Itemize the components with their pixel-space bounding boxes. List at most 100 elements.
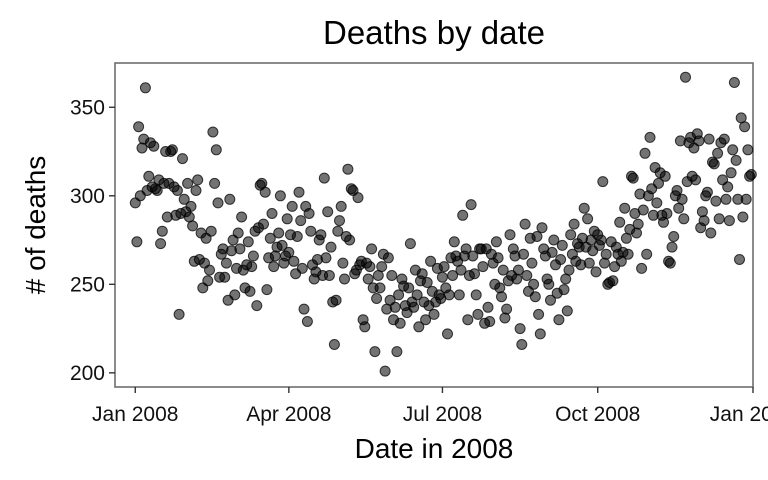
data-point — [582, 213, 594, 225]
data-point — [698, 215, 710, 227]
data-point — [678, 213, 690, 225]
data-point — [519, 218, 531, 230]
data-point — [545, 294, 556, 306]
data-point — [209, 177, 221, 189]
data-point — [556, 239, 568, 251]
data-point — [668, 231, 680, 242]
data-point — [671, 185, 683, 196]
data-point — [696, 206, 708, 218]
data-point — [511, 273, 523, 285]
data-point — [244, 285, 256, 297]
data-point — [210, 144, 222, 156]
data-point — [416, 268, 428, 280]
data-point — [442, 328, 453, 340]
y-tick-label: 350 — [70, 96, 105, 119]
data-point — [676, 193, 688, 205]
data-point — [680, 71, 691, 83]
y-tick-label: 200 — [70, 362, 105, 385]
data-point — [462, 314, 474, 326]
data-point — [484, 316, 496, 327]
data-point — [644, 131, 656, 143]
data-point — [344, 234, 356, 246]
data-point — [330, 294, 342, 306]
data-point — [518, 248, 529, 260]
data-point — [376, 261, 388, 273]
data-point — [293, 186, 305, 198]
data-point — [516, 339, 528, 350]
data-point — [501, 303, 513, 315]
data-point — [335, 200, 347, 212]
data-point — [447, 270, 459, 281]
data-point — [597, 176, 609, 188]
data-point — [666, 241, 678, 253]
data-point — [276, 239, 288, 251]
data-point — [561, 305, 573, 317]
data-point — [386, 270, 398, 281]
data-point — [723, 215, 735, 227]
data-point — [653, 177, 664, 189]
data-point — [583, 257, 595, 269]
data-point — [636, 262, 648, 274]
data-point — [369, 346, 381, 358]
data-point — [421, 277, 433, 288]
data-point — [465, 199, 477, 211]
data-point — [627, 172, 639, 184]
data-point — [273, 227, 285, 239]
data-point — [494, 282, 506, 294]
data-point — [332, 225, 344, 237]
data-point — [139, 82, 151, 94]
data-point — [318, 172, 330, 184]
data-point — [212, 197, 224, 209]
data-point — [467, 250, 479, 262]
data-point — [546, 246, 558, 258]
data-point — [637, 204, 649, 216]
data-point — [497, 264, 509, 276]
data-point — [720, 193, 732, 205]
data-point — [455, 264, 467, 276]
data-point — [359, 321, 371, 333]
data-point — [470, 289, 482, 301]
points-layer — [129, 71, 757, 377]
data-point — [207, 126, 219, 138]
data-point — [614, 216, 626, 228]
data-point — [727, 144, 739, 156]
data-point — [156, 225, 168, 237]
data-point — [342, 163, 354, 175]
data-point — [352, 192, 364, 204]
data-point — [734, 254, 745, 265]
data-point — [661, 208, 673, 219]
data-point — [705, 227, 717, 239]
x-tick-label: Jan 2009 — [710, 403, 768, 426]
data-point — [374, 282, 386, 294]
data-point — [533, 308, 545, 320]
data-point — [258, 218, 269, 230]
data-point — [728, 77, 740, 88]
data-point — [453, 289, 465, 301]
data-point — [242, 236, 254, 248]
data-point — [177, 153, 188, 165]
data-point — [578, 202, 590, 214]
data-point — [296, 262, 308, 274]
data-point — [305, 225, 317, 237]
data-point — [295, 215, 307, 227]
data-point — [339, 273, 350, 285]
data-point — [543, 278, 555, 290]
chart-title: Deaths by date — [323, 14, 545, 51]
data-point — [403, 282, 415, 294]
data-point — [220, 257, 232, 269]
data-point — [303, 208, 315, 219]
data-point — [528, 278, 540, 290]
y-axis: 200 250 300 350 — [70, 96, 115, 385]
x-tick-label: Jul 2008 — [403, 403, 482, 426]
data-point — [718, 133, 730, 145]
data-point — [512, 264, 524, 276]
data-point — [224, 193, 236, 205]
data-point — [742, 144, 754, 156]
data-point — [526, 257, 538, 269]
data-point — [259, 186, 271, 198]
data-point — [739, 121, 751, 133]
data-point — [143, 170, 155, 182]
data-point — [713, 213, 725, 225]
data-point — [701, 186, 713, 198]
